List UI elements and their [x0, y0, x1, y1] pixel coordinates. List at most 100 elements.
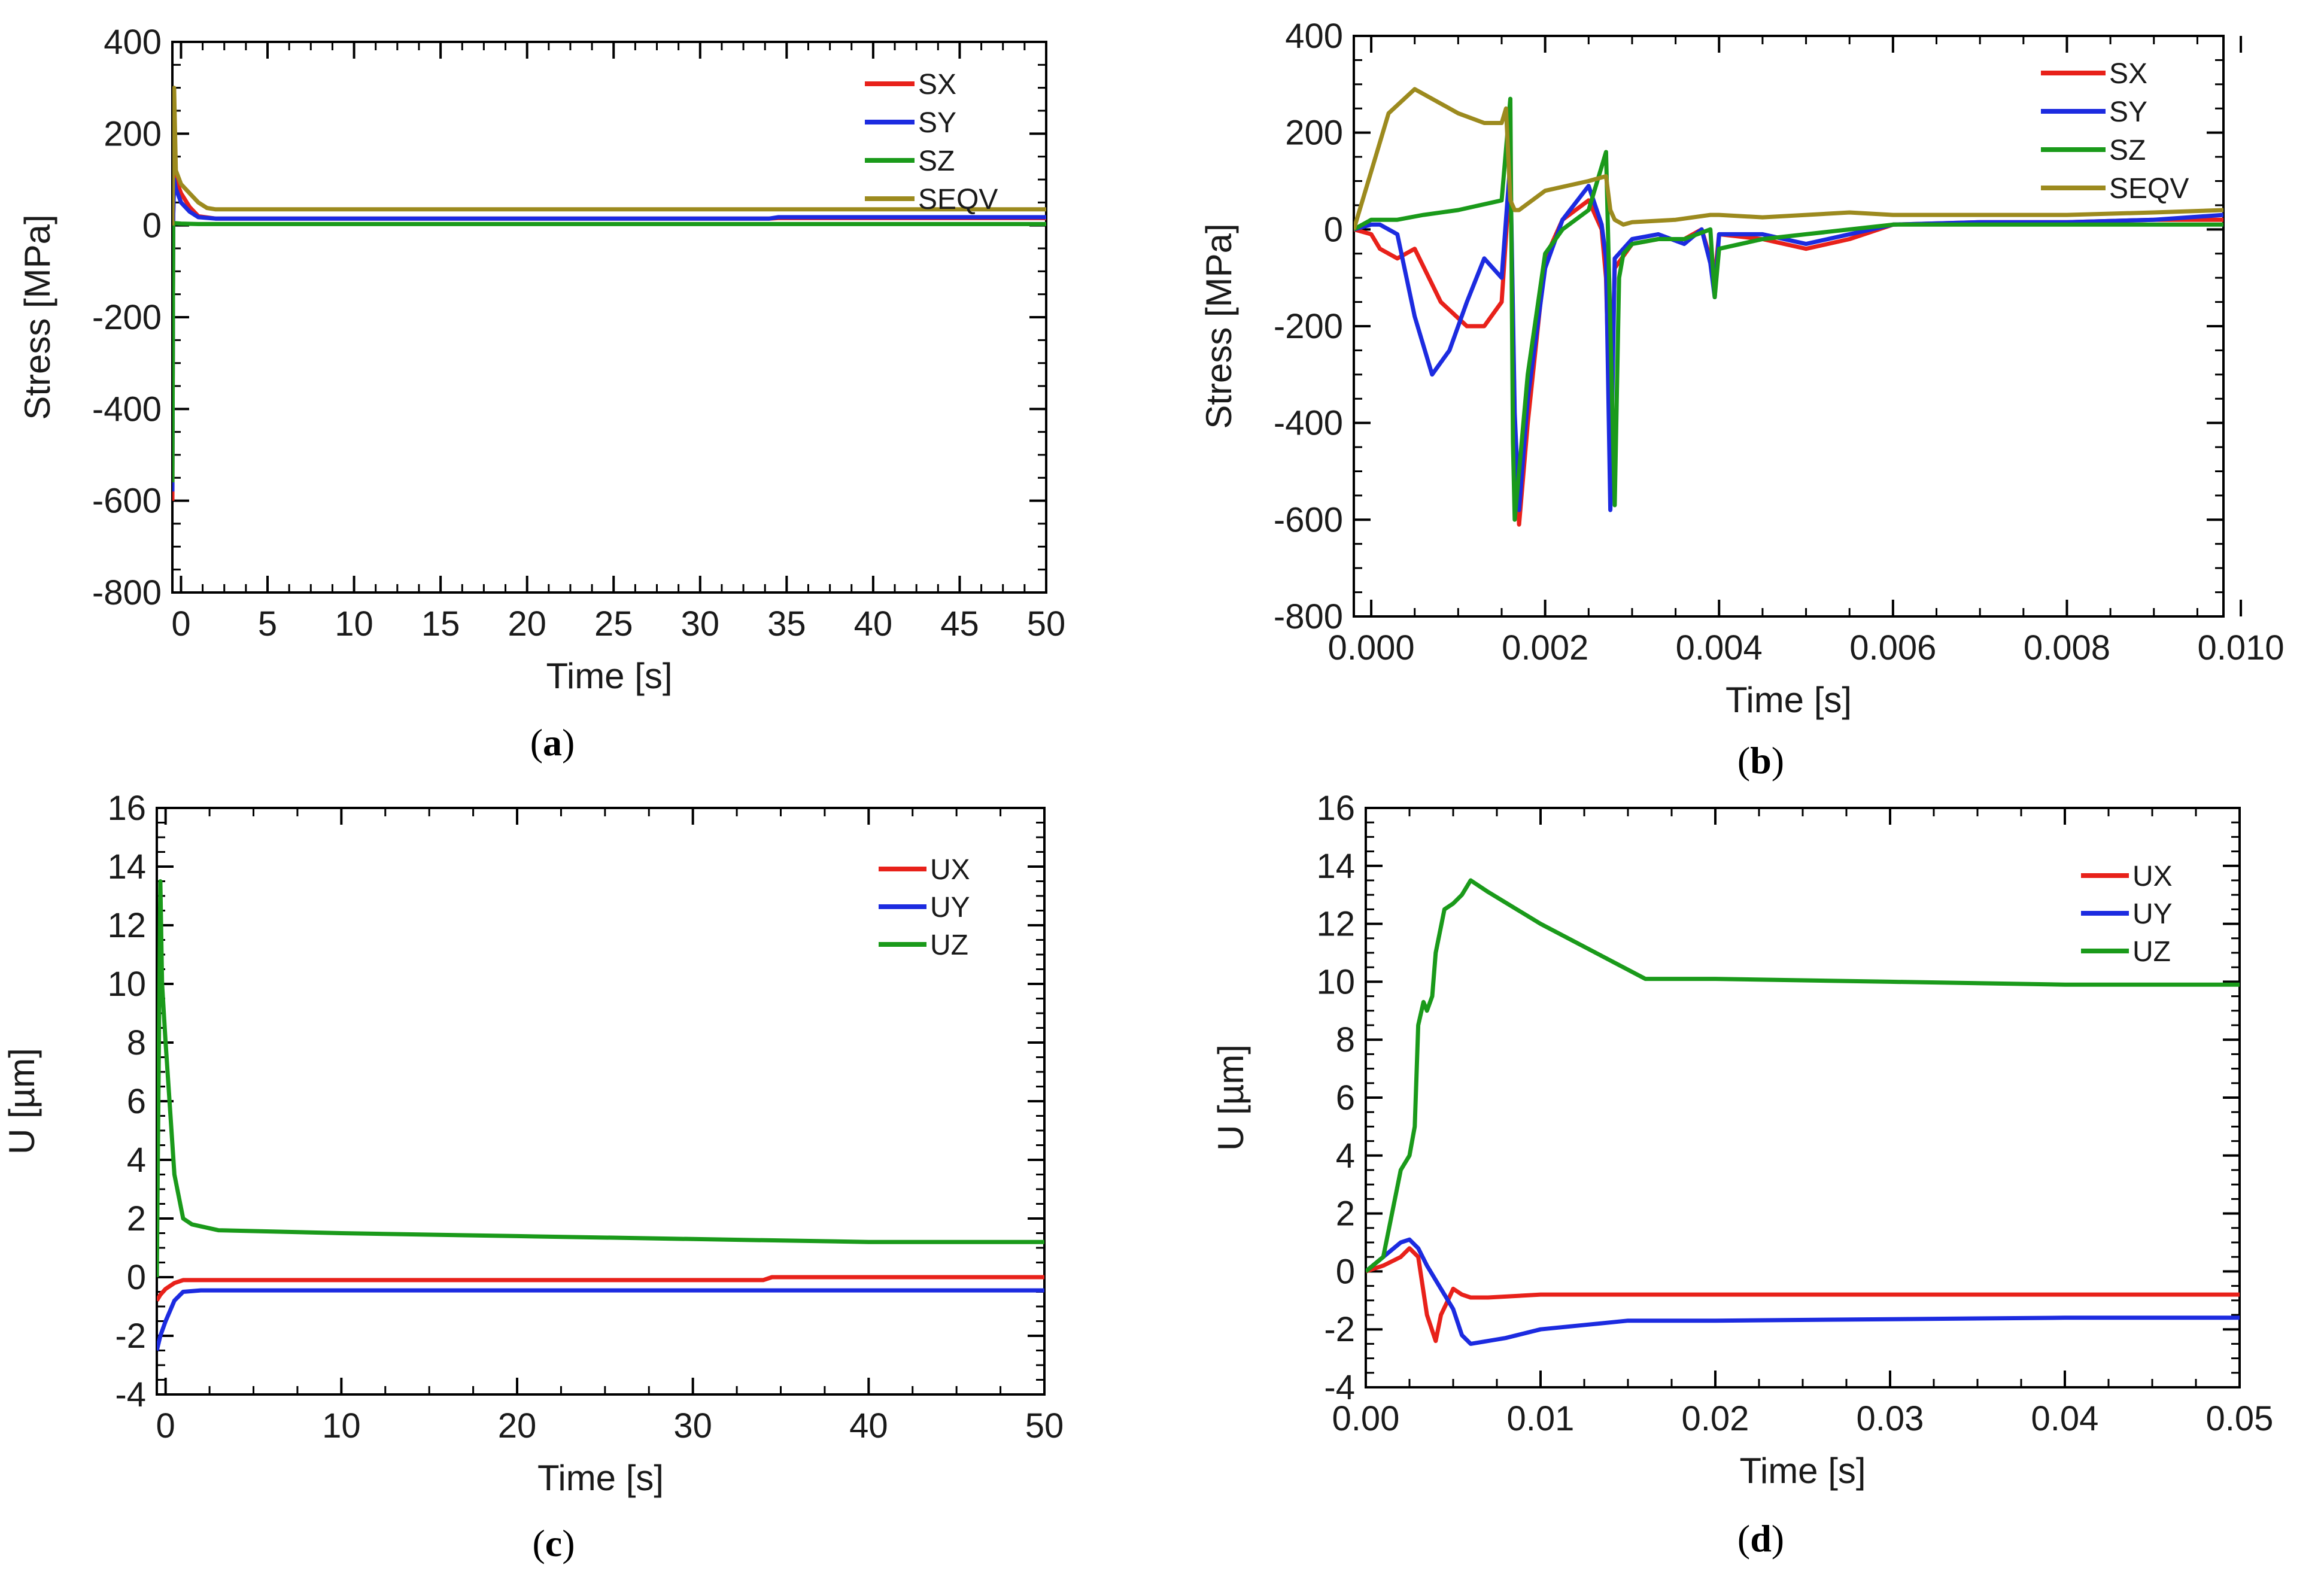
x-tick-label: 0.006 — [1849, 628, 1936, 667]
y-tick-label: -2 — [1324, 1310, 1355, 1349]
x-tick-label: 30 — [673, 1406, 712, 1445]
x-tick-label: 50 — [1025, 1406, 1064, 1445]
y-tick-label: -400 — [1274, 404, 1343, 443]
x-tick-label: 20 — [498, 1406, 537, 1445]
x-tick-label: 0.03 — [1857, 1399, 1924, 1438]
series-group — [1366, 878, 2240, 1346]
y-tick-label: 200 — [1285, 114, 1343, 153]
legend-label-sy: SY — [918, 107, 956, 139]
x-tick-label: 0.010 — [2197, 628, 2284, 667]
chart-panel-b: -800 -600 -400 -200 0 200 400 0.000 0.002 0.004 0.… — [1199, 17, 2284, 782]
series-line-ux — [157, 1275, 1044, 1302]
x-tick-label: 30 — [681, 604, 720, 643]
series-line-ux — [1366, 1246, 2240, 1344]
x-tick-label: 0.04 — [2031, 1399, 2099, 1438]
y-tick-label: 6 — [1336, 1078, 1355, 1117]
x-tick-label: 50 — [1027, 604, 1066, 643]
legend-label-uz: UZ — [2132, 936, 2171, 968]
x-tick-label: 0.02 — [1682, 1399, 1749, 1438]
y-axis-label: Stress [MPa] — [17, 214, 57, 420]
y-tick-label: 12 — [1316, 905, 1355, 944]
y-tick-label: 0 — [127, 1258, 146, 1297]
y-tick-label: -200 — [1274, 307, 1343, 346]
y-tick-label: 2 — [127, 1199, 146, 1238]
y-tick-label: 0 — [142, 206, 162, 245]
legend-label-uy: UY — [930, 892, 970, 923]
y-tick-label: -600 — [1274, 500, 1343, 539]
legend-label-seqv: SEQV — [2109, 173, 2189, 205]
legend-label-sy: SY — [2109, 96, 2147, 128]
panel-caption: (a) — [530, 721, 575, 764]
x-tick-label: 25 — [594, 604, 633, 643]
x-tick-label: 10 — [322, 1406, 361, 1445]
y-tick-label: 16 — [107, 789, 146, 828]
y-tick-label: 10 — [1316, 962, 1355, 1001]
y-tick-label: 8 — [127, 1023, 146, 1062]
x-tick-label: 40 — [854, 604, 893, 643]
legend-label-uy: UY — [2132, 898, 2173, 930]
series-group — [172, 86, 1046, 501]
x-tick-label: 0.00 — [1332, 1399, 1400, 1438]
plot-frame — [171, 41, 1047, 594]
x-tick-label: 0.000 — [1327, 628, 1414, 667]
x-tick-label: 0.05 — [2206, 1399, 2274, 1438]
series-line-uy — [1366, 1237, 2240, 1346]
legend-label-ux: UX — [2132, 861, 2173, 892]
x-tick-label: 20 — [508, 604, 546, 643]
panel-caption: (d) — [1737, 1517, 1784, 1560]
y-tick-label: 4 — [127, 1141, 146, 1180]
x-axis-label: Time [s] — [1725, 680, 1852, 720]
y-axis-label: U [µm] — [2, 1048, 42, 1154]
y-tick-label: 4 — [1336, 1137, 1355, 1175]
y-tick-label: 14 — [107, 847, 146, 886]
y-tick-label: -400 — [92, 390, 162, 429]
y-tick-label: 400 — [1285, 17, 1343, 56]
series-line-uz — [1366, 878, 2240, 1274]
y-tick-label: 16 — [1316, 789, 1355, 828]
x-tick-label: 35 — [767, 604, 806, 643]
y-tick-label: 400 — [104, 23, 162, 62]
x-axis-label: Time [s] — [537, 1458, 664, 1498]
series-line-uz — [157, 879, 1044, 1278]
x-tick-label: 0.004 — [1676, 628, 1763, 667]
legend-label-sx: SX — [2109, 58, 2147, 90]
series-line-seqv — [1354, 87, 2223, 230]
x-axis-label: Time [s] — [546, 656, 672, 696]
series-line-sy — [1354, 159, 2223, 512]
y-tick-label: 8 — [1336, 1020, 1355, 1059]
legend-label-ux: UX — [930, 854, 970, 886]
x-tick-label: 10 — [335, 604, 373, 643]
y-axis-label: Stress [MPa] — [1199, 223, 1239, 429]
y-tick-label: 12 — [107, 906, 146, 945]
panel-caption: (b) — [1737, 739, 1784, 782]
y-tick-label: 0 — [1324, 210, 1343, 249]
x-tick-label: 0 — [171, 604, 190, 643]
panel-caption: (c) — [532, 1522, 575, 1564]
y-tick-label: 2 — [1336, 1195, 1355, 1233]
legend-label-sx: SX — [918, 69, 956, 101]
x-tick-label: 0 — [156, 1406, 175, 1445]
y-tick-label: -600 — [92, 482, 162, 521]
y-axis-label: U [µm] — [1211, 1044, 1251, 1151]
y-tick-label: -4 — [1324, 1368, 1355, 1407]
legend-label-seqv: SEQV — [918, 184, 998, 215]
plot-frame — [156, 807, 1046, 1396]
legend-label-sz: SZ — [918, 145, 955, 177]
series-line-uy — [157, 1288, 1044, 1351]
x-tick-label: 15 — [421, 604, 460, 643]
y-tick-label: -2 — [115, 1317, 146, 1356]
x-tick-label: 45 — [940, 604, 979, 643]
series-line-sz — [1354, 96, 2223, 522]
y-tick-label: 14 — [1316, 847, 1355, 886]
y-tick-label: -800 — [92, 573, 162, 612]
chart-panel-c: -4 -2 0 2 4 6 8 10 12 14 16 0 10 20 30 40 50 Time [s] U [µ… — [2, 789, 1064, 1564]
series-line-sz — [172, 221, 1046, 483]
x-tick-label: 0.002 — [1502, 628, 1588, 667]
series-group — [1354, 87, 2223, 527]
y-tick-label: -4 — [115, 1375, 146, 1414]
x-tick-label: 5 — [258, 604, 277, 643]
y-tick-label: 6 — [127, 1082, 146, 1121]
series-line-seqv — [172, 86, 1046, 226]
x-tick-label: 40 — [849, 1406, 888, 1445]
